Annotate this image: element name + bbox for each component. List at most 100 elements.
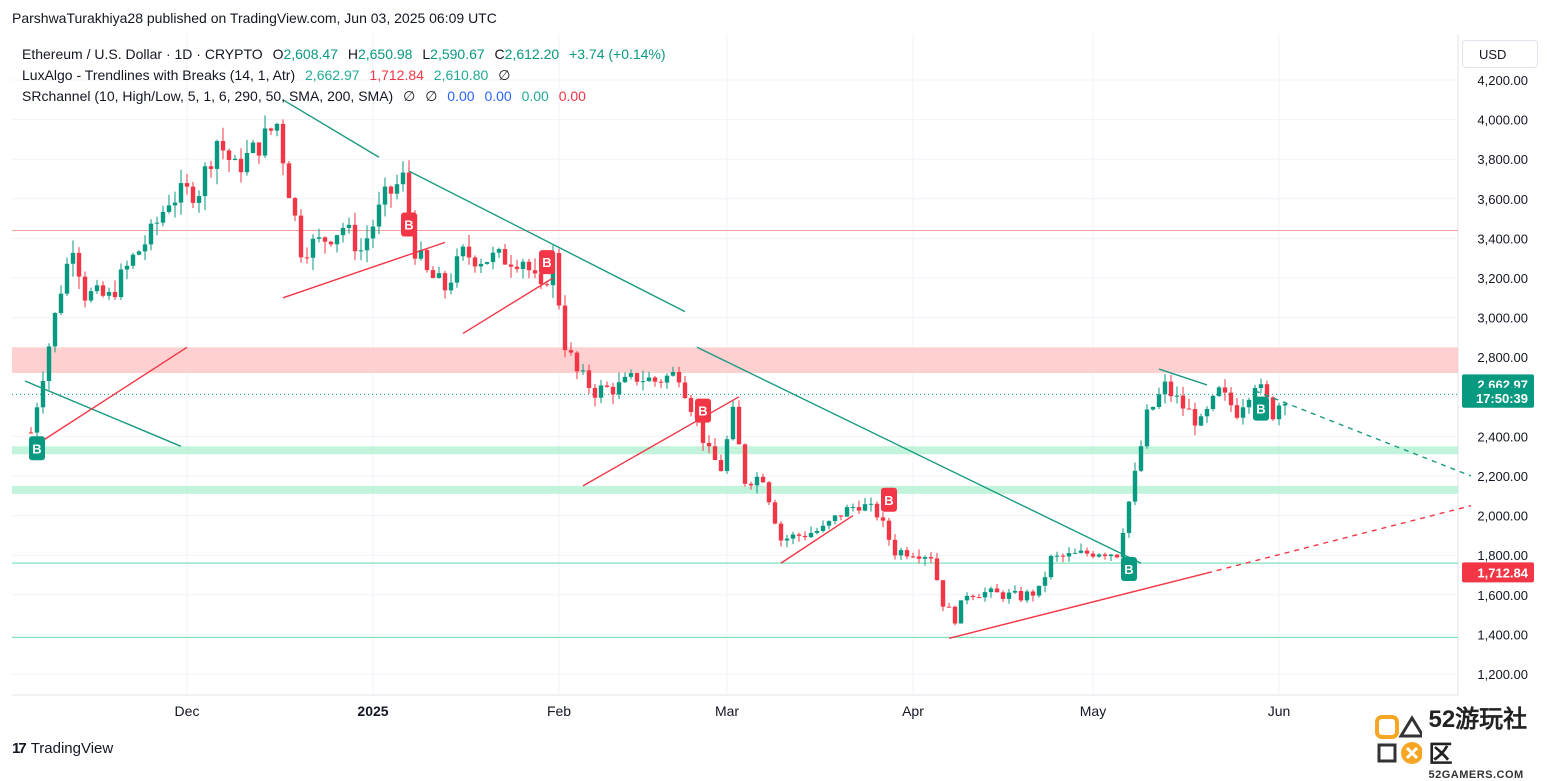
candle-body bbox=[394, 184, 400, 194]
candle-body bbox=[652, 377, 658, 382]
candle-body bbox=[958, 600, 964, 624]
trendline-lower bbox=[582, 396, 740, 487]
break-marker bbox=[539, 250, 555, 275]
indicator-row-luxalgo[interactable]: LuxAlgo - Trendlines with Breaks (14, 1,… bbox=[22, 65, 666, 86]
trendline-lower bbox=[282, 241, 446, 299]
candle-body bbox=[430, 270, 436, 279]
symbol-name: Ethereum / U.S. Dollar · 1D · CRYPTO bbox=[22, 46, 263, 62]
candle-body bbox=[508, 264, 514, 267]
high-label: H bbox=[347, 46, 358, 62]
currency-button[interactable]: USD bbox=[1462, 40, 1538, 68]
candle-body bbox=[556, 253, 562, 306]
candle-body bbox=[748, 483, 754, 486]
candle-body bbox=[568, 350, 574, 353]
candle-body bbox=[1036, 585, 1042, 596]
candle-body bbox=[844, 507, 850, 517]
candle-body bbox=[934, 558, 940, 581]
price-tag bbox=[1462, 387, 1534, 408]
candle-body bbox=[808, 532, 814, 538]
indicator-value: 0.00 bbox=[521, 88, 549, 104]
high-value: 2,650.98 bbox=[357, 46, 413, 62]
candle-body bbox=[730, 406, 736, 440]
candle-body bbox=[460, 246, 466, 257]
candle-body bbox=[946, 606, 952, 608]
support-zone bbox=[12, 485, 1458, 494]
candle-body bbox=[1198, 416, 1204, 426]
trendline-lower bbox=[948, 572, 1208, 640]
indicator-value: ∅ bbox=[498, 67, 511, 83]
candle-body bbox=[538, 273, 544, 285]
candle-body bbox=[436, 273, 442, 279]
watermark-subtitle: 52GAMERS.COM bbox=[1428, 769, 1524, 781]
candle-body bbox=[256, 142, 262, 156]
candle-body bbox=[682, 382, 688, 398]
break-marker-label: B bbox=[404, 218, 413, 233]
tradingview-logo-icon[interactable]: 17 bbox=[12, 740, 27, 757]
candle-body bbox=[388, 186, 394, 194]
candle-body bbox=[1000, 592, 1006, 599]
candle-body bbox=[1090, 553, 1096, 557]
candle-body bbox=[124, 265, 130, 270]
candle-body bbox=[1258, 384, 1264, 389]
indicator-value: 2,610.80 bbox=[433, 67, 489, 83]
candle-body bbox=[1102, 554, 1108, 557]
candle-body bbox=[1060, 555, 1066, 557]
candle-body bbox=[700, 417, 706, 443]
candle-body bbox=[1024, 591, 1030, 601]
symbol-row[interactable]: Ethereum / U.S. Dollar · 1D · CRYPTO O2,… bbox=[22, 44, 666, 65]
candle-body bbox=[1120, 532, 1126, 558]
candle-body bbox=[1108, 554, 1114, 557]
publisher-line: ParshwaTurakhiya28 published on TradingV… bbox=[12, 10, 497, 26]
indicator-row-srchannel[interactable]: SRchannel (10, High/Low, 5, 1, 6, 290, 5… bbox=[22, 86, 666, 107]
candle-body bbox=[940, 580, 946, 607]
watermark-logo-icon bbox=[1375, 715, 1423, 764]
candle-body bbox=[814, 530, 820, 533]
break-marker bbox=[695, 398, 711, 423]
y-tick-label: 4,200.00 bbox=[1477, 73, 1528, 88]
candle-body bbox=[328, 241, 334, 245]
candle-body bbox=[526, 261, 532, 271]
candle-body bbox=[382, 186, 388, 205]
candle-body bbox=[496, 249, 502, 253]
trendline-upper bbox=[408, 170, 686, 313]
x-tick-label: Dec bbox=[175, 703, 200, 719]
candle-body bbox=[1204, 408, 1210, 417]
candle-body bbox=[196, 196, 202, 203]
indicator-name: SRchannel (10, High/Low, 5, 1, 6, 290, 5… bbox=[22, 88, 394, 104]
candle-body bbox=[592, 387, 598, 398]
candle-body bbox=[712, 446, 718, 461]
candle-body bbox=[1156, 394, 1162, 408]
y-tick-label: 1,600.00 bbox=[1477, 588, 1528, 603]
low-label: L bbox=[422, 46, 431, 62]
candle-body bbox=[1096, 554, 1102, 557]
candle-body bbox=[160, 211, 166, 223]
candle-body bbox=[184, 183, 190, 187]
break-marker bbox=[1121, 557, 1137, 582]
candle-body bbox=[58, 293, 64, 313]
candle-body bbox=[1174, 395, 1180, 397]
y-tick-label: 2,800.00 bbox=[1477, 350, 1528, 365]
indicator-value: 0.00 bbox=[558, 88, 586, 104]
indicator-value: ∅ bbox=[425, 88, 438, 104]
watermark: 52游玩社区 52GAMERS.COM bbox=[1375, 706, 1545, 781]
candle-body bbox=[418, 250, 424, 259]
candle-body bbox=[562, 305, 568, 351]
candle-body bbox=[634, 373, 640, 382]
candle-body bbox=[628, 373, 634, 377]
candle-body bbox=[292, 198, 298, 216]
candle-body bbox=[952, 606, 958, 624]
chart-legend: Ethereum / U.S. Dollar · 1D · CRYPTO O2,… bbox=[22, 44, 666, 107]
y-tick-label: 1,200.00 bbox=[1477, 667, 1528, 682]
candle-body bbox=[1012, 590, 1018, 593]
candle-body bbox=[472, 257, 478, 267]
candle-body bbox=[46, 346, 52, 381]
candle-body bbox=[154, 222, 160, 224]
candle-body bbox=[760, 476, 766, 483]
x-tick-label: May bbox=[1080, 703, 1106, 719]
tradingview-brand[interactable]: TradingView bbox=[30, 740, 114, 757]
candle-body bbox=[1216, 387, 1222, 396]
candle-body bbox=[70, 252, 76, 264]
y-tick-label: 3,000.00 bbox=[1477, 311, 1528, 326]
candle-body bbox=[406, 172, 412, 216]
